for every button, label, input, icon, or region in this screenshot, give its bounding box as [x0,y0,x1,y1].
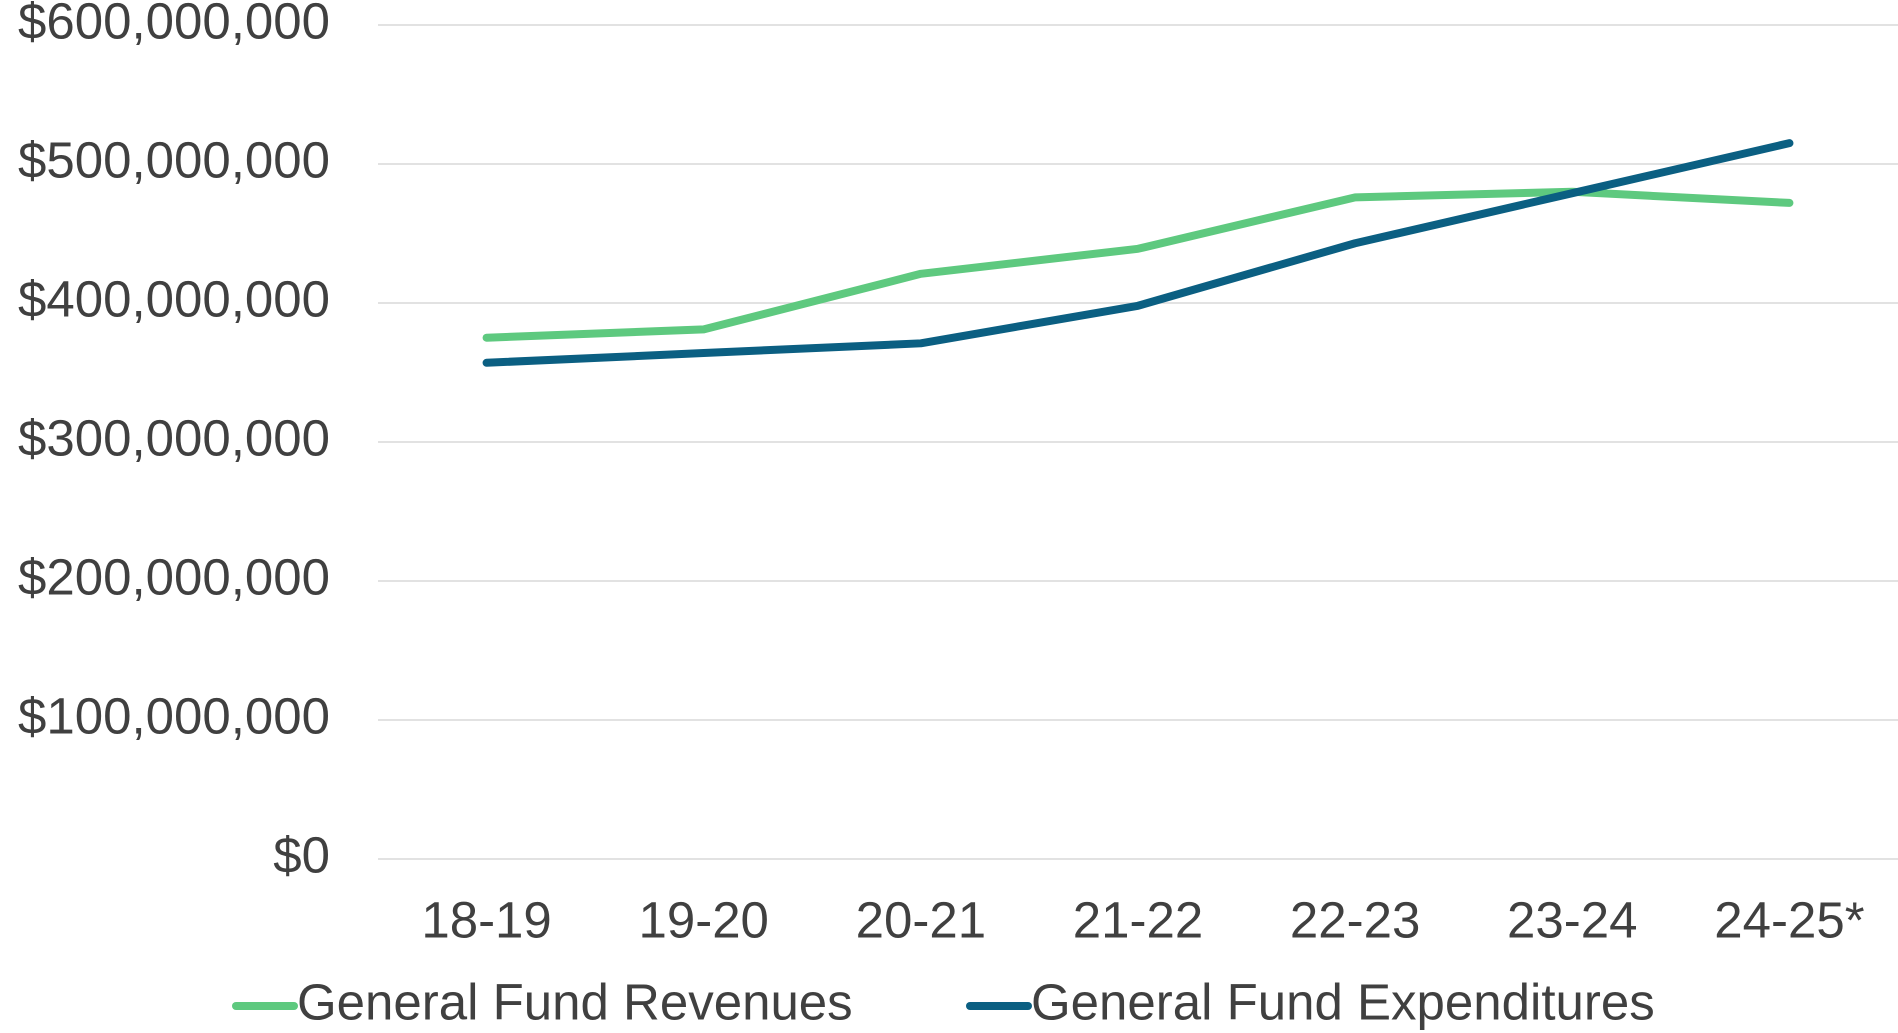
x-tick-label: 21-22 [1073,891,1203,948]
x-tick-label: 19-20 [638,891,768,948]
x-tick-label: 18-19 [421,891,551,948]
legend-label: General Fund Revenues [297,973,853,1030]
y-tick-label: $600,000,000 [18,0,330,49]
y-tick-label: $100,000,000 [18,687,330,744]
x-tick-label: 24-25* [1714,891,1864,948]
series-line [482,187,1794,342]
y-tick-label: $500,000,000 [18,131,330,188]
y-tick-label: $0 [273,826,330,883]
y-tick-label: $400,000,000 [18,270,330,327]
x-tick-label: 23-24 [1507,891,1637,948]
x-tick-label: 22-23 [1290,891,1420,948]
series-line [482,139,1794,367]
legend-label: General Fund Expenditures [1031,973,1655,1030]
y-tick-label: $200,000,000 [18,548,330,605]
x-tick-label: 20-21 [856,891,986,948]
y-tick-label: $300,000,000 [18,409,330,466]
